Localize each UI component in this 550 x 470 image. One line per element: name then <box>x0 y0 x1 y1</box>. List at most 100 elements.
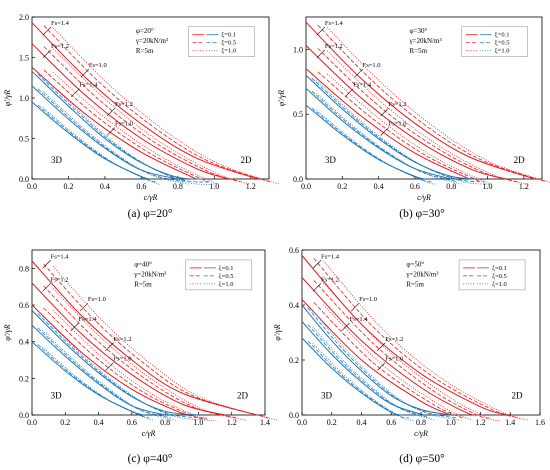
fs-arrow <box>42 26 52 36</box>
legend-box <box>461 26 529 57</box>
chart-panel-a: 0.0 0.2 0.4 0.6 0.8 1.0 1.2 0.0 0.5 1.0 1.5 2.0 c/γR… <box>3 13 280 220</box>
x-tick-label: 0.4 <box>374 182 384 191</box>
series-line-xi10-3 <box>312 310 462 421</box>
fs-arrow <box>316 26 326 36</box>
x-axis-label: c/γR <box>144 193 158 202</box>
x-tick-label: 0.2 <box>60 418 70 427</box>
series-line-xi05-4 <box>307 324 431 419</box>
x-tick-label: 1.0 <box>483 182 493 191</box>
series-line-3d-5 <box>305 104 426 180</box>
fs-label: Fs=1.4 <box>325 20 344 27</box>
x-tick-label: 0.4 <box>357 418 367 427</box>
y-axis-label: φ'/γR <box>3 324 12 341</box>
series-line-3d-5 <box>301 337 404 416</box>
y-tick-label: 1.5 <box>19 54 29 63</box>
panel-caption: (d) φ=50° <box>399 453 445 465</box>
label-3d: 3D <box>325 155 337 165</box>
param-line: φ=20° <box>136 27 154 35</box>
y-tick-label: 0.0 <box>289 411 299 420</box>
y-tick-label: 0.5 <box>293 110 303 119</box>
plot-frame <box>31 249 266 416</box>
y-tick-label: 0.0 <box>19 175 29 184</box>
label-3d: 3D <box>51 155 63 165</box>
x-axis-label: c/γR <box>142 429 156 438</box>
fs-label: Fs=1.4 <box>353 82 372 89</box>
fs-label: Fs=1.2 <box>114 336 132 343</box>
fs-arrow <box>42 283 51 292</box>
x-tick-label: 0.2 <box>327 418 337 427</box>
series-line-3d-3 <box>305 74 479 180</box>
x-tick-label: 1.2 <box>519 182 529 191</box>
series-line-xi05-4 <box>37 327 172 419</box>
y-tick-label: 0.6 <box>289 246 299 255</box>
series-line-2d-2 <box>301 299 452 416</box>
param-line: R=5m <box>406 281 424 289</box>
x-tick-label: 0.6 <box>386 418 396 427</box>
legend-entry: ξ=0.1 <box>495 32 510 39</box>
x-tick-label: 0.6 <box>410 182 420 191</box>
fs-label: Fs=1.0 <box>88 296 106 303</box>
series-line-2d-1 <box>31 282 226 416</box>
series-line-2d-2 <box>31 66 197 180</box>
series-line-3d-4 <box>305 87 452 180</box>
y-tick-label: 0.2 <box>289 356 299 365</box>
param-line: R=5m <box>409 47 427 55</box>
label-2d: 2D <box>511 391 523 401</box>
y-tick-label: 0.4 <box>289 301 299 310</box>
fs-label: Fs=1.0 <box>385 356 403 363</box>
x-tick-label: 1.0 <box>193 418 203 427</box>
series-line-xi10-1 <box>323 282 501 421</box>
fs-arrow <box>80 69 90 78</box>
series-line-xi05-3 <box>307 307 457 419</box>
series-line-xi10-2 <box>323 304 473 421</box>
series-line-xi10-4 <box>312 326 435 421</box>
legend-entry: ξ=1.0 <box>495 48 510 55</box>
x-axis-label: c/γR <box>417 193 431 202</box>
x-tick-label: 0.8 <box>173 182 183 191</box>
y-tick-label: 0.4 <box>19 338 29 347</box>
y-axis-label: φ'/γR <box>273 324 282 341</box>
panel-caption: (b) φ=30° <box>399 208 445 220</box>
series-line-xi05-4 <box>311 90 458 183</box>
series-line-2d-0 <box>31 260 257 416</box>
series-line-2d-1 <box>301 277 480 416</box>
series-line-xi05-1 <box>43 285 237 419</box>
fs-arrow <box>341 322 350 332</box>
fs-label: Fs=1.0 <box>89 62 107 69</box>
fs-arrow <box>105 342 114 351</box>
x-tick-label: 0.4 <box>94 418 104 427</box>
fs-label: Fs=1.4 <box>51 253 70 260</box>
series-line-xi05-0 <box>317 24 547 183</box>
label-3d: 3D <box>321 391 333 401</box>
series-line-xi05-2 <box>43 69 209 183</box>
fs-arrow <box>312 260 322 269</box>
y-tick-label: 1.0 <box>293 45 303 54</box>
x-tick-label: 0.0 <box>301 182 311 191</box>
x-tick-label: 1.0 <box>446 418 456 427</box>
param-line: γ=20kN/m³ <box>408 37 441 45</box>
series-line-xi10-3 <box>316 80 490 185</box>
y-tick-label: 0.0 <box>293 175 303 184</box>
fs-arrow <box>350 302 360 312</box>
fs-label: Fs=1.4 <box>79 82 98 89</box>
fs-label: Fs=1.2 <box>389 101 407 108</box>
legend-box <box>185 259 253 291</box>
y-axis-label: φ'/γR <box>3 90 12 107</box>
fs-arrow <box>71 88 80 97</box>
series-line-xi05-5 <box>37 344 150 419</box>
legend-entry: ξ=0.1 <box>492 265 507 272</box>
series-line-2d-1 <box>305 45 506 180</box>
legend-entry: ξ=0.5 <box>492 273 507 280</box>
series-line-xi05-5 <box>311 107 432 183</box>
fs-label: Fs=1.4 <box>321 253 340 260</box>
param-box <box>404 258 450 293</box>
series-line-xi10-2 <box>326 73 491 185</box>
series-line-xi10-5 <box>42 106 162 185</box>
param-line: R=5m <box>136 47 154 55</box>
fs-label: Fs=1.0 <box>115 121 133 128</box>
fs-arrow <box>380 107 389 117</box>
series-line-3d-4 <box>31 324 166 416</box>
y-tick-label: 0.6 <box>19 301 29 310</box>
fs-arrow <box>106 107 116 117</box>
series-line-xi10-1 <box>326 50 528 185</box>
